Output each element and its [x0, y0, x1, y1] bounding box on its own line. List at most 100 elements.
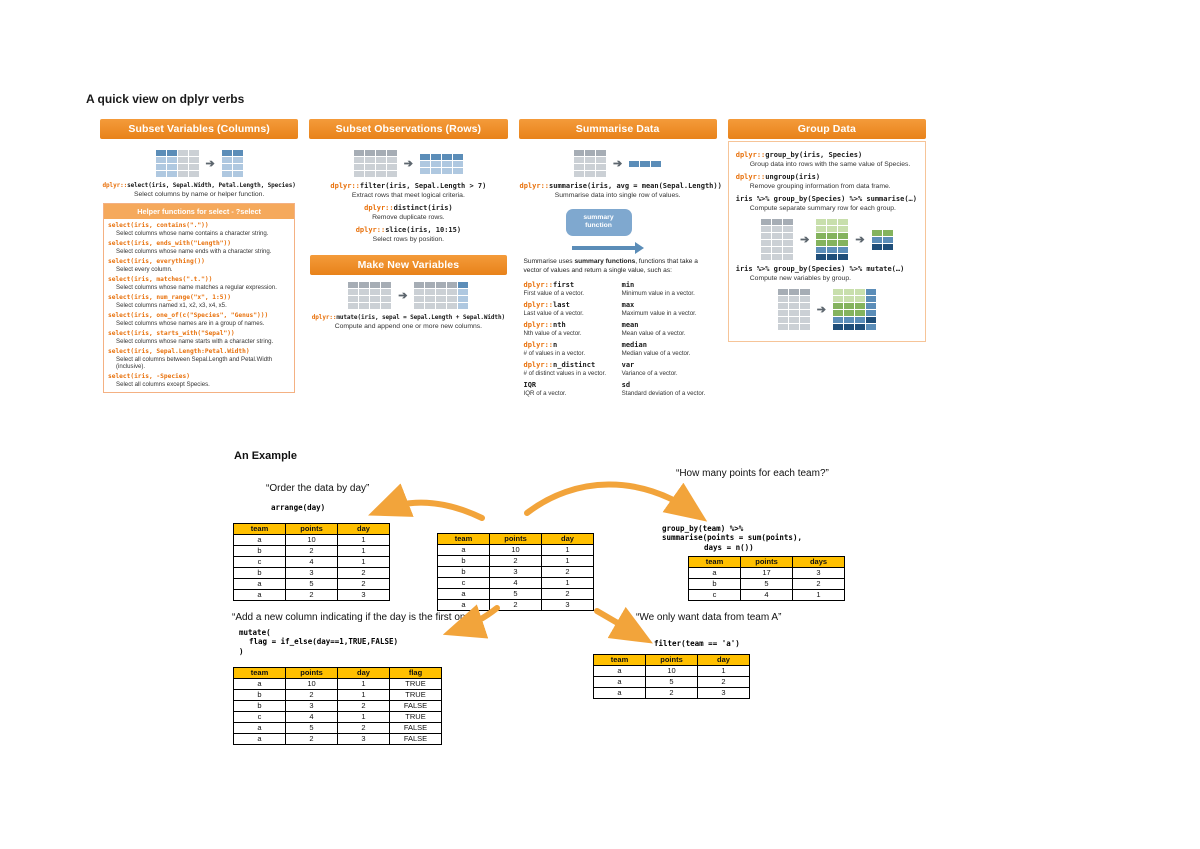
summary-function-entry: dplyr::nth Nth value of a vector.	[524, 321, 614, 337]
summarise-quote: “How many points for each team?”	[676, 468, 829, 479]
table-graphic	[832, 289, 876, 330]
table-cell: TRUE	[389, 678, 442, 690]
group-summarise-graphic: ➔ ➔	[732, 219, 922, 260]
code-prefix: dplyr::	[330, 182, 360, 190]
panel-header-summarise-data: Summarise Data	[518, 119, 717, 139]
helper-item: select(iris, -Species) Select all column…	[104, 370, 294, 392]
fn-desc: Minimum value in a vector.	[621, 290, 695, 298]
table-cell: a	[233, 733, 286, 745]
table-header-cell: points	[285, 523, 338, 535]
summary-function-entry: dplyr::last Last value of a vector.	[524, 301, 614, 317]
arrow-to-summary	[524, 481, 708, 522]
table-cell: a	[437, 599, 490, 611]
table-cell: 1	[337, 711, 390, 723]
table-graphic	[419, 153, 463, 174]
summary-function-entry: median Median value of a vector.	[622, 341, 712, 357]
fn-prefix: dplyr::	[523, 321, 554, 330]
code-line: group_by(team) %>%	[662, 524, 744, 533]
helper-item: select(iris, one_of(c("Species", "Genus"…	[104, 309, 294, 327]
table-row: a 10 1	[233, 534, 390, 546]
fn-desc: Nth value of a vector.	[523, 330, 582, 338]
table-graphic	[871, 229, 893, 250]
arranged-table: team points day a 10 1 b 2 1 c 4 1 b 3 2 a 5 2 a 2 3	[233, 523, 390, 601]
table-cell: 1	[337, 556, 390, 568]
summary-box-line: summary	[583, 214, 614, 221]
code-body: iris %>% group_by(Species) %>% mutate(…)	[735, 265, 905, 273]
fn-name: first	[553, 281, 575, 290]
table-row: a 17 3	[688, 567, 845, 579]
table-header-cell: team	[233, 667, 286, 679]
table-header-row: team points day flag	[233, 667, 442, 679]
table-cell: 3	[697, 687, 750, 699]
code-prefix: dplyr::	[102, 182, 128, 189]
fn-name: max	[621, 301, 635, 310]
code-line: summarise(points = sum(points),	[662, 533, 802, 543]
helper-code: select(iris, Sepal.Length:Petal.Width)	[108, 348, 250, 355]
table-row: a 10 1	[593, 665, 750, 677]
summary-function-entry: min Minimum value in a vector.	[622, 281, 712, 297]
table-cell: 5	[285, 578, 338, 590]
table-header-cell: day	[337, 523, 390, 535]
arrow-right-icon: ➔	[398, 290, 408, 302]
helper-code: select(iris, contains("."))	[108, 222, 209, 229]
mutate-graphic: ➔	[310, 282, 506, 309]
flagged-table: team points day flag a 10 1 TRUE b 2 1 TRUE b 3 2 FALSE…	[233, 667, 442, 745]
fn-name: sd	[621, 381, 631, 390]
table-header-cell: day	[337, 667, 390, 679]
table-graphic	[353, 150, 397, 177]
code-prefix: dplyr::	[735, 173, 766, 181]
summary-functions-list: dplyr::first First value of a vector. mi…	[520, 281, 716, 397]
table-cell: 10	[489, 544, 542, 556]
table-graphic	[348, 282, 392, 309]
fn-name: last	[553, 301, 570, 310]
summary-function-entry: var Variance of a vector.	[622, 361, 712, 377]
arrow-right-icon: ➔	[855, 234, 865, 246]
table-cell: a	[437, 544, 490, 556]
table-header-row: team points day	[233, 523, 390, 535]
table-cell: a	[233, 722, 286, 734]
table-header-cell: team	[233, 523, 286, 535]
table-cell: c	[437, 577, 490, 589]
example-heading: An Example	[234, 450, 297, 462]
table-row: a 10 1	[437, 544, 594, 556]
table-cell: 4	[740, 589, 793, 601]
helper-code: select(iris, everything())	[108, 258, 205, 265]
helper-item: select(iris, num_range("x", 1:5)) Select…	[104, 291, 294, 309]
group-mutate-desc: Compute new variables by group.	[749, 275, 852, 282]
code-line: )	[239, 646, 244, 656]
fn-name: mean	[621, 321, 639, 330]
table-cell: 1	[337, 545, 390, 557]
code-body: select(iris, Sepal.Width, Petal.Length, …	[127, 182, 296, 189]
summarise-code: group_by(team) %>% summarise(points = su…	[662, 524, 802, 552]
fn-prefix: dplyr::	[523, 341, 554, 350]
table-cell: TRUE	[389, 711, 442, 723]
summary-function-entry: max Maximum value in a vector.	[622, 301, 712, 317]
intro-bold: summary functions	[574, 257, 636, 265]
table-cell: c	[233, 711, 286, 723]
fn-desc: First value of a vector.	[523, 290, 585, 298]
group-summarise-code: iris %>% group_by(Species) %>% summarise…	[732, 195, 922, 203]
distinct-desc: Remove duplicate rows.	[372, 214, 445, 221]
table-cell: 3	[337, 589, 390, 601]
page-title: A quick view on dplyr verbs	[86, 92, 245, 106]
panels-row: Subset Variables (Columns) ➔ dplyr::sele…	[100, 119, 926, 399]
helper-desc: Select columns whose name contains a cha…	[116, 230, 269, 237]
panel-header-group-data: Group Data	[727, 119, 926, 139]
helper-item: select(iris, everything()) Select every …	[104, 255, 294, 273]
table-cell: 2	[285, 689, 338, 701]
table-cell: 10	[285, 534, 338, 546]
fn-prefix: dplyr::	[523, 281, 554, 290]
helper-item: select(iris, contains(".")) Select colum…	[104, 219, 294, 237]
table-header-cell: points	[285, 667, 338, 679]
helper-item: select(iris, ends_with("Length")) Select…	[104, 237, 294, 255]
helper-item: select(iris, Sepal.Length:Petal.Width) S…	[104, 345, 294, 370]
code-body: summarise(iris, avg = mean(Sepal.Length)…	[549, 182, 722, 190]
